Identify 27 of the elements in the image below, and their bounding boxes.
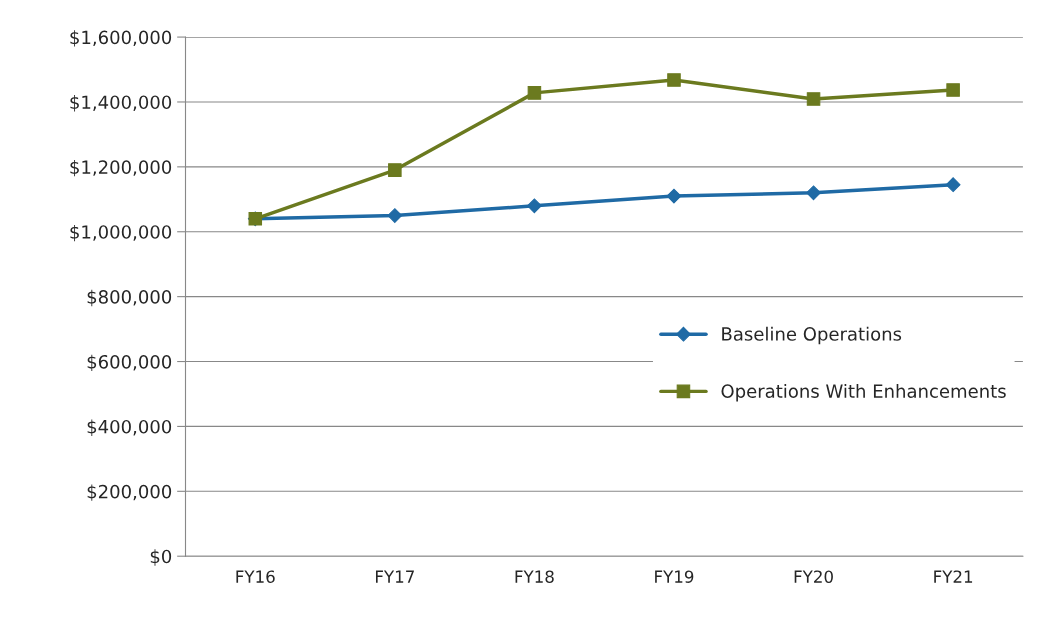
legend-label: Operations With Enhancements	[721, 383, 1006, 402]
point	[946, 83, 960, 97]
point	[527, 86, 542, 100]
x-tick-label: FY20	[794, 570, 833, 583]
point	[945, 177, 961, 193]
y-tick-label: $1,600,000	[70, 30, 172, 47]
point	[667, 73, 681, 87]
x-tick-label: FY21	[934, 570, 973, 583]
x-tick-label: FY16	[236, 570, 275, 583]
y-tick-label: $1,200,000	[70, 160, 172, 177]
y-tick-label: $0	[150, 549, 172, 566]
point	[388, 163, 402, 177]
point	[387, 208, 403, 223]
y-tick-label: $1,000,000	[70, 224, 172, 242]
x-tick-label: FY19	[655, 570, 694, 583]
y-tick-label: $400,000	[87, 419, 172, 436]
y-tick-label: $1,400,000	[70, 95, 172, 112]
y-tick-label: $200,000	[87, 484, 172, 501]
legend-label: Baseline Operations	[722, 326, 902, 345]
x-tick-label: FY18	[515, 570, 554, 583]
y-tick-label: $800,000	[87, 289, 172, 307]
point	[806, 92, 821, 106]
point	[806, 185, 821, 201]
point	[666, 188, 682, 204]
x-tick-label: FY17	[376, 570, 414, 583]
y-tick-label: $600,000	[87, 354, 172, 372]
point	[527, 198, 542, 214]
